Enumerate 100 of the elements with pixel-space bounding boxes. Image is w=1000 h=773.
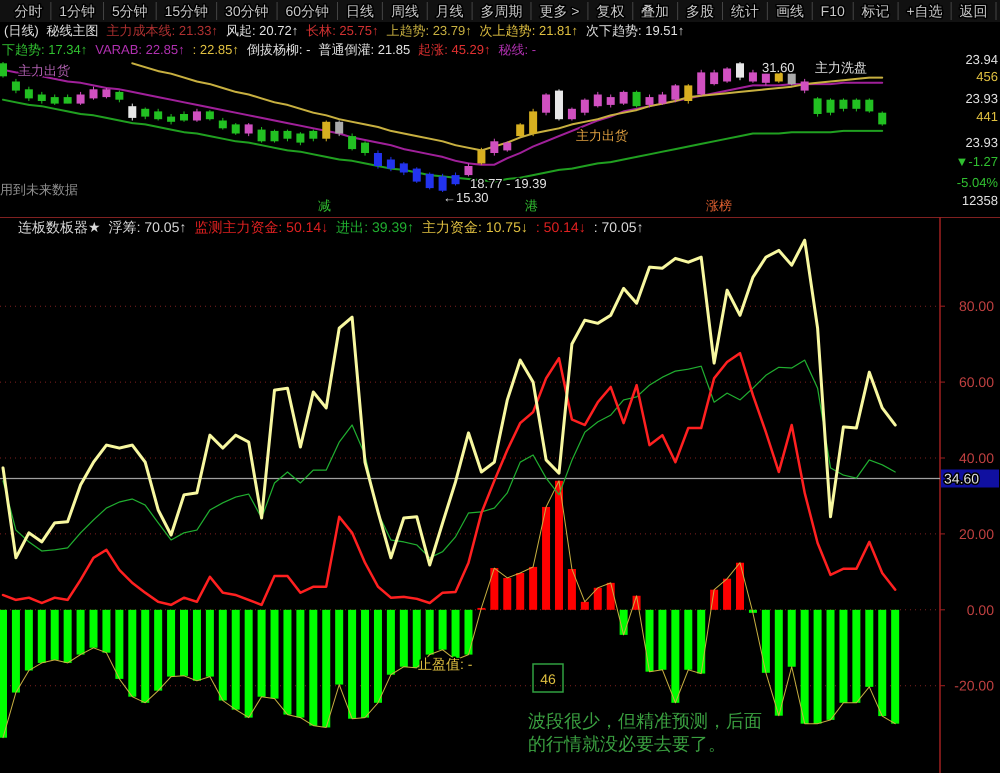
text: 秘线主图 (46, 23, 99, 38)
text: +自选 (906, 3, 943, 19)
text: F10 (820, 3, 845, 19)
bar (658, 610, 666, 670)
text: 倒拔杨柳: - (246, 42, 310, 57)
text: 60分钟 (286, 3, 330, 19)
bar (400, 610, 408, 667)
candlestick (412, 166, 421, 184)
text: 画线 (776, 3, 804, 19)
bar (102, 610, 110, 653)
line-series (2, 360, 896, 558)
candlestick (671, 84, 680, 103)
bar (594, 588, 602, 610)
candlestick (645, 94, 654, 108)
bar (774, 610, 783, 716)
bar (723, 578, 732, 610)
bar (464, 610, 472, 655)
bar (50, 610, 59, 660)
annotation: 监测主力资金: 50.14↓ (194, 219, 328, 235)
text: 441 (976, 109, 998, 124)
bar (244, 610, 253, 718)
bar (839, 610, 848, 703)
text: 统计 (730, 3, 759, 19)
candlestick (50, 94, 59, 106)
candlestick (477, 147, 486, 166)
candlestick (839, 98, 848, 112)
candlestick (826, 98, 835, 116)
bar (800, 610, 809, 724)
bar (270, 610, 279, 699)
candlestick (206, 110, 214, 121)
text: 下趋势: 17.34↑ (2, 42, 88, 57)
bar (24, 610, 33, 671)
text: 30分钟 (225, 3, 269, 19)
candlestick (24, 86, 33, 102)
annotation: 主力出货 (576, 128, 628, 143)
text: 月线 (436, 3, 464, 19)
annotation: ←15.30 (443, 190, 489, 205)
candlestick (620, 90, 628, 106)
bar (762, 610, 770, 673)
bar (141, 610, 150, 703)
text: 周线 (390, 3, 419, 19)
text: 秘线: - (498, 42, 536, 57)
candlestick (710, 69, 718, 86)
candlestick (697, 69, 706, 96)
y-tick-label: 80.00 (958, 298, 994, 314)
annotation: 波段很少，但精准预测，后面的行情就没必要去要了。 (528, 711, 762, 754)
candlestick (852, 98, 860, 112)
text: 叠加 (641, 3, 670, 19)
candlestick (90, 86, 98, 100)
candlestick (232, 122, 240, 136)
candlestick (516, 122, 524, 138)
candlestick (658, 91, 666, 106)
text: 15分钟 (164, 3, 208, 19)
candlestick (322, 120, 330, 142)
candlestick (12, 78, 20, 94)
y-tick-label: -20.00 (954, 678, 994, 694)
bar (128, 610, 136, 697)
bar (554, 480, 563, 610)
candlestick (464, 162, 472, 177)
text: 1分钟 (59, 3, 96, 19)
text: : 22.85↑ (192, 42, 239, 57)
annotation: 连板数板器★ (18, 219, 101, 235)
candlestick (180, 110, 188, 122)
bar (426, 610, 434, 655)
bar (568, 569, 576, 610)
candlestick (335, 120, 344, 137)
candlestick (309, 129, 318, 142)
candlestick (270, 129, 279, 144)
bar (348, 610, 356, 719)
text: (日线) (4, 23, 39, 38)
annotation: 46 (540, 671, 556, 687)
bar (296, 610, 304, 718)
candlestick (0, 62, 7, 78)
bar (258, 610, 266, 697)
bar (309, 610, 318, 726)
text: 23.93 (965, 91, 998, 106)
bar (891, 610, 900, 724)
candlestick (438, 173, 447, 192)
bar (206, 610, 214, 677)
candlestick (490, 138, 498, 156)
candlestick (606, 94, 615, 108)
candlestick (580, 98, 589, 116)
candlestick (296, 132, 304, 146)
text: -5.04% (956, 175, 998, 190)
annotation: 主力资金: 10.75↓ (422, 219, 528, 235)
bar (684, 610, 692, 670)
candlestick (348, 133, 356, 151)
text: 23.93 (965, 135, 998, 150)
y-tick-label: 0.00 (966, 602, 994, 618)
text: 5分钟 (112, 3, 148, 19)
bar (322, 610, 330, 728)
bar (671, 610, 680, 703)
bar (814, 610, 822, 724)
bar (452, 610, 460, 660)
text: 分时 (14, 3, 42, 19)
candlestick (800, 78, 809, 94)
bar (529, 566, 538, 610)
candlestick (723, 66, 732, 84)
text: 普通倒灌: 21.85 (318, 42, 410, 57)
text: 港 (525, 198, 538, 213)
